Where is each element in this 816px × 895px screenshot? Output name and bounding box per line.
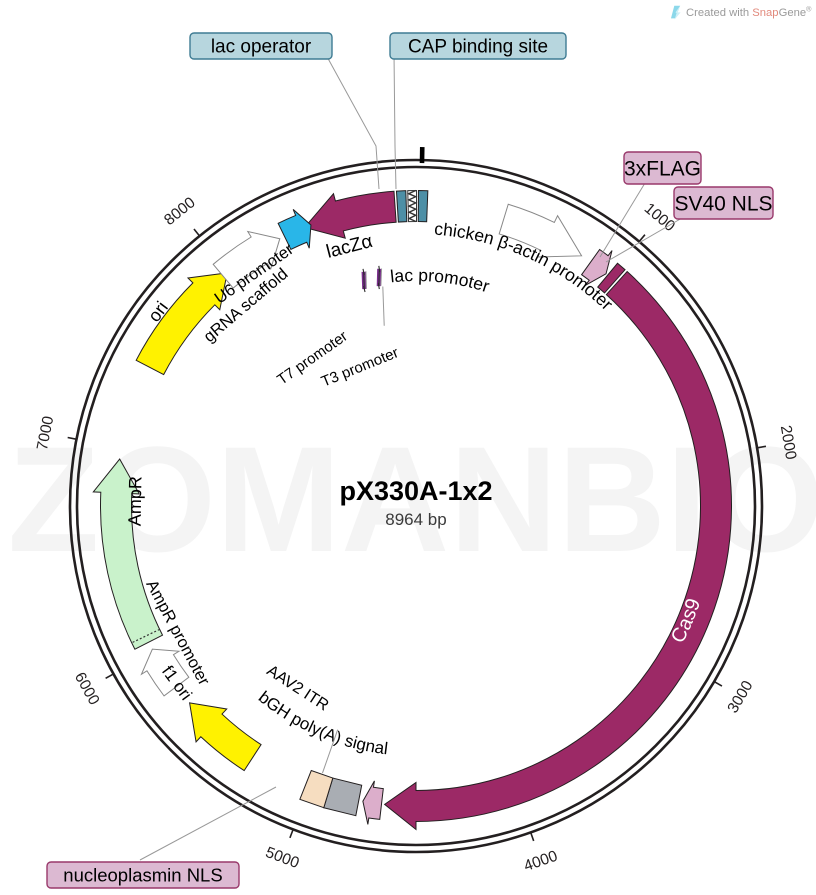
svg-text:AmpR: AmpR — [125, 476, 146, 526]
svg-text:Created with SnapGene®: Created with SnapGene® — [686, 5, 812, 19]
svg-text:SV40 NLS: SV40 NLS — [674, 192, 772, 215]
svg-text:8964 bp: 8964 bp — [385, 510, 446, 529]
svg-text:nucleoplasmin NLS: nucleoplasmin NLS — [63, 865, 222, 886]
svg-text:3xFLAG: 3xFLAG — [624, 157, 701, 180]
svg-text:pX330A-1x2: pX330A-1x2 — [339, 476, 492, 506]
svg-text:lac operator: lac operator — [211, 37, 312, 58]
svg-text:CAP binding site: CAP binding site — [408, 37, 548, 58]
